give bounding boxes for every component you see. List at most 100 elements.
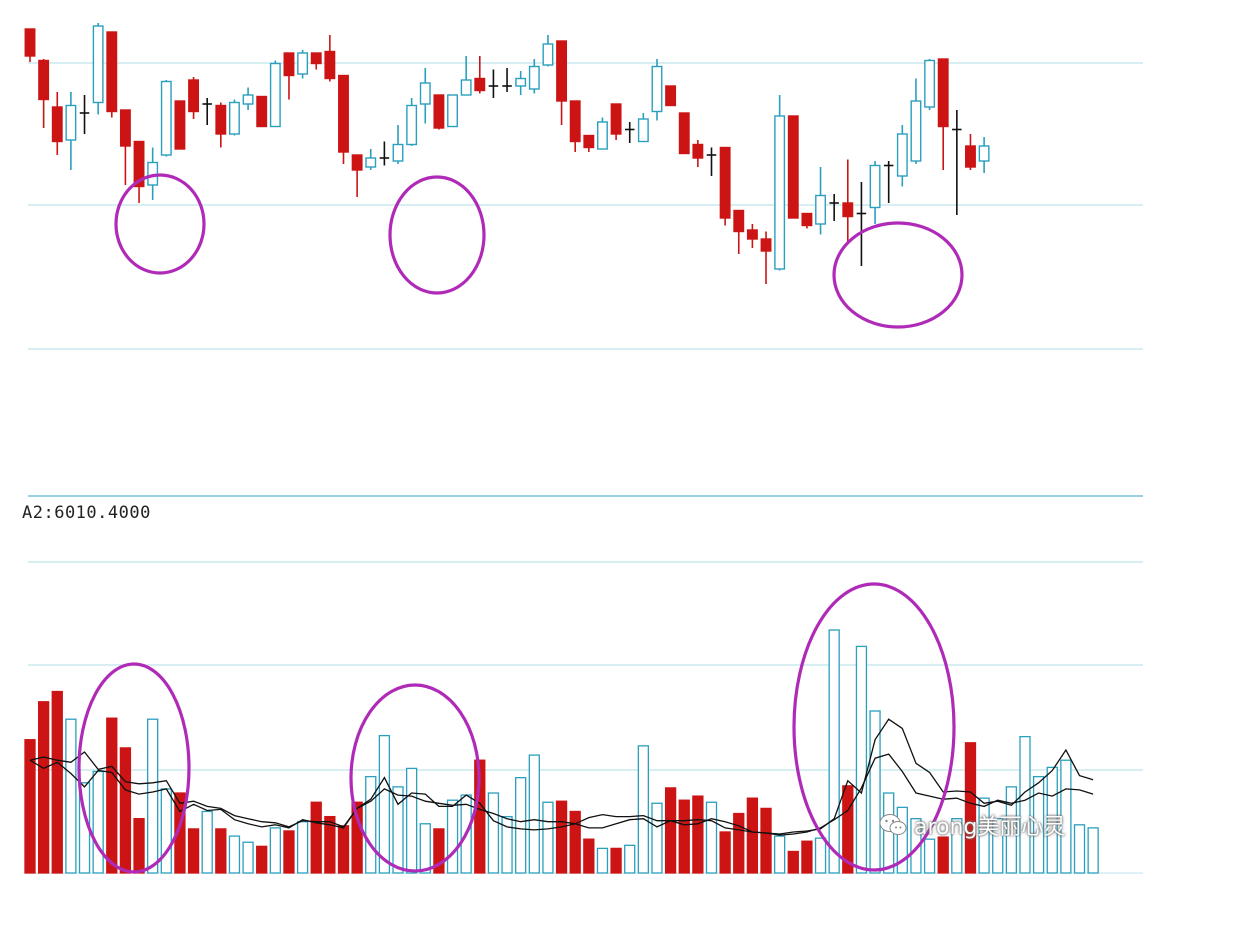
volume-bar	[1005, 786, 1018, 874]
volume-bar	[228, 835, 241, 874]
candle-body-down	[665, 85, 677, 107]
candle-body-up	[92, 25, 104, 104]
candle-body-up	[637, 118, 649, 143]
candle-body-down	[338, 74, 349, 153]
candle	[856, 182, 867, 266]
candle-body-down	[256, 95, 268, 128]
candle-body-up	[65, 104, 77, 141]
volume-bar	[1046, 766, 1058, 874]
candle-body-down	[24, 28, 36, 57]
volume-bar	[51, 690, 63, 874]
volume-bar	[65, 718, 77, 874]
volume-bar	[528, 754, 540, 874]
candle-body-up	[269, 62, 281, 128]
wechat-icon	[879, 814, 907, 835]
candle-body-down	[556, 40, 568, 102]
volume-bar	[624, 844, 636, 874]
volume-bar	[392, 786, 404, 874]
candle	[869, 161, 881, 224]
candle	[202, 98, 212, 125]
volume-bar	[542, 801, 554, 874]
candle-body-down	[719, 146, 731, 219]
volume-bar	[951, 818, 963, 874]
volume-bar	[24, 739, 36, 874]
candle-body-down	[842, 202, 854, 218]
candle-body-down	[324, 50, 336, 80]
candle-body-down	[433, 94, 445, 129]
candle	[733, 209, 745, 254]
candle	[419, 68, 431, 124]
volume-bar	[746, 797, 759, 874]
volume-bar	[651, 802, 663, 874]
candle	[624, 122, 635, 143]
watermark-text: arong美丽心灵	[914, 815, 1066, 840]
candle-body-up	[447, 94, 458, 128]
volume-bar	[201, 810, 213, 874]
volume-bar	[937, 836, 949, 874]
candle-body-down	[51, 106, 63, 143]
volume-bar	[910, 818, 922, 874]
candle	[406, 98, 418, 146]
volume-bars	[24, 629, 1099, 874]
volume-bar	[842, 785, 854, 874]
candle	[460, 56, 472, 96]
volume-bar	[583, 838, 595, 874]
candle	[842, 159, 854, 242]
candle-body-up	[528, 65, 540, 90]
volume-bar	[37, 701, 50, 874]
candle	[924, 59, 936, 110]
volume-bar	[242, 841, 254, 874]
highlight-circle	[114, 173, 206, 275]
candle-body-up	[542, 43, 554, 66]
volume-bar	[283, 830, 295, 874]
volume-bar	[487, 792, 500, 874]
volume-bar	[133, 818, 145, 874]
volume-bar	[678, 799, 690, 874]
candle	[760, 231, 772, 284]
candle	[392, 125, 404, 164]
volume-bar	[1073, 824, 1086, 874]
candle-body-down	[106, 31, 118, 113]
volume-bar	[787, 850, 799, 874]
volume-bar	[106, 717, 118, 874]
volume-bar	[760, 807, 772, 874]
candle	[829, 194, 839, 221]
candle	[952, 110, 962, 215]
volume-bar	[555, 800, 568, 874]
candle-body-down	[283, 52, 295, 77]
volume-bar	[869, 710, 881, 874]
volume-bar	[405, 767, 418, 874]
candle-body-down	[746, 229, 758, 240]
volume-bar	[733, 812, 745, 874]
candle-body-up	[774, 115, 786, 270]
candle	[937, 58, 949, 170]
candle	[65, 92, 77, 170]
volume-bar	[310, 801, 322, 874]
candle-body-down	[583, 134, 595, 149]
volume-bar	[324, 815, 336, 874]
candle	[488, 69, 499, 98]
candle-body-up	[228, 101, 240, 135]
candle-body-up	[515, 77, 527, 87]
volume-panel	[24, 561, 1143, 874]
volume-bar	[964, 742, 977, 874]
candle	[106, 31, 118, 118]
volume-bar	[296, 821, 309, 874]
candle-body-up	[869, 164, 881, 209]
candle	[188, 77, 200, 119]
volume-bar	[215, 828, 227, 874]
candle-body-up	[910, 100, 922, 162]
volume-bar	[774, 835, 786, 874]
candle	[365, 149, 377, 170]
candle	[174, 100, 186, 150]
candle	[978, 137, 990, 173]
candle	[896, 125, 908, 187]
indicator-label: A2:6010.4000	[22, 503, 151, 523]
candle	[597, 117, 608, 150]
candle	[283, 52, 295, 100]
candle-body-down	[678, 112, 690, 155]
candle	[92, 23, 104, 115]
candle	[569, 100, 581, 152]
candle-body-down	[760, 238, 772, 252]
